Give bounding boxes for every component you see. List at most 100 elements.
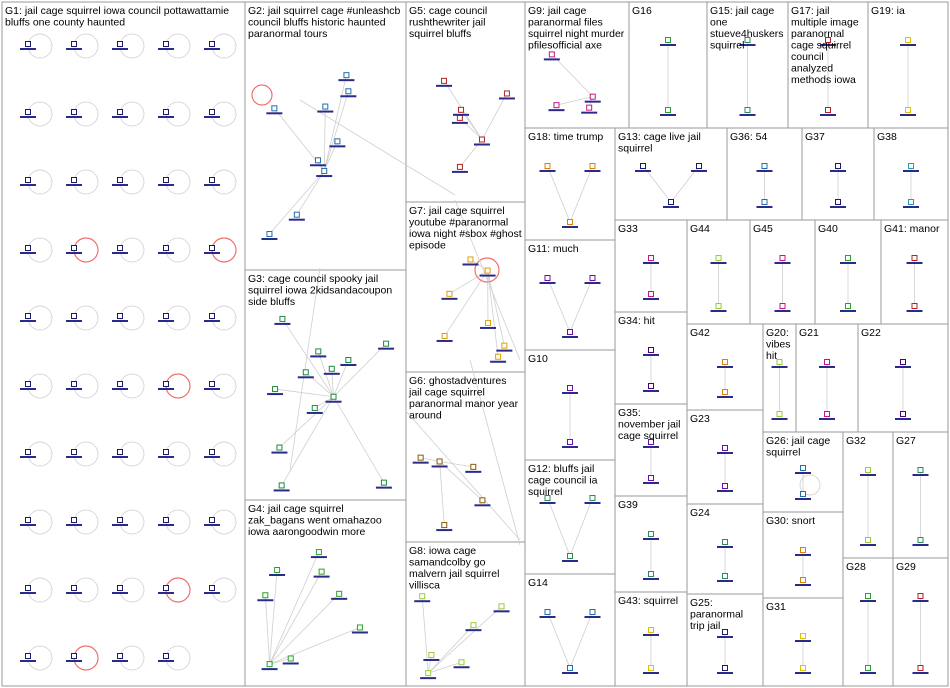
node-label-g32-1 bbox=[860, 544, 876, 546]
node-g5-5 bbox=[441, 77, 448, 84]
edge bbox=[279, 396, 334, 448]
node-g1-22 bbox=[117, 313, 123, 319]
node-label-g1-25 bbox=[20, 388, 36, 390]
node-g9-3 bbox=[548, 51, 555, 58]
edge bbox=[269, 571, 322, 665]
node-g4-5 bbox=[274, 566, 281, 573]
node-label-g2-6 bbox=[338, 79, 355, 82]
edge bbox=[314, 396, 334, 409]
node-label-g12-0 bbox=[539, 502, 556, 504]
node-label-g25-0 bbox=[717, 636, 733, 638]
node-label-g29-1 bbox=[912, 672, 929, 674]
self-loop-edge bbox=[27, 373, 53, 399]
node-label-g2-3 bbox=[261, 238, 278, 241]
group-labels: G1: jail cage squirrel iowa council pott… bbox=[5, 5, 940, 632]
node-g1-31 bbox=[71, 449, 77, 455]
node-label-g1-4 bbox=[204, 48, 220, 50]
node-label-g13-0 bbox=[635, 170, 651, 172]
node-label-g40-0 bbox=[840, 262, 856, 264]
group-frame-g18 bbox=[524, 127, 616, 241]
self-loop-edge bbox=[119, 441, 145, 467]
self-loop-edge bbox=[165, 237, 191, 263]
self-loop-edge bbox=[119, 373, 145, 399]
node-g1-48 bbox=[163, 653, 169, 659]
node-label-g3-11 bbox=[297, 376, 314, 379]
node-g5-2 bbox=[456, 114, 463, 121]
self-loop-edge bbox=[211, 33, 237, 59]
edge bbox=[333, 396, 385, 483]
node-label-g1-45 bbox=[20, 660, 36, 662]
node-label-g2-8 bbox=[340, 95, 357, 98]
node-g22-1 bbox=[900, 411, 906, 417]
node-label-g7-2 bbox=[490, 360, 507, 363]
node-label-g14-0 bbox=[539, 616, 556, 618]
node-g32-0 bbox=[865, 467, 871, 473]
node-label-g6-0 bbox=[431, 465, 448, 468]
node-g42-0 bbox=[722, 359, 728, 365]
node-g1-7 bbox=[117, 109, 123, 115]
self-loop-edge bbox=[119, 577, 145, 603]
node-label-g1-44 bbox=[204, 592, 220, 594]
node-label-g1-26 bbox=[66, 388, 82, 390]
group-label-g33: G33 bbox=[618, 223, 638, 235]
node-label-g1-20 bbox=[20, 320, 36, 322]
node-g7-5 bbox=[467, 256, 474, 263]
node-g33-1 bbox=[648, 291, 654, 297]
node-label-g5-4 bbox=[453, 113, 470, 116]
node-label-g26-1 bbox=[795, 498, 811, 500]
node-label-g11-2 bbox=[562, 336, 578, 338]
node-label-g40-1 bbox=[840, 310, 856, 312]
node-g11-0 bbox=[544, 275, 551, 281]
node-g41-0 bbox=[911, 255, 918, 261]
node-g4-0 bbox=[266, 661, 273, 668]
node-label-g1-39 bbox=[204, 524, 220, 526]
edge bbox=[275, 388, 334, 398]
node-g1-43 bbox=[163, 585, 169, 591]
node-label-g37-0 bbox=[830, 170, 846, 172]
node-label-g1-37 bbox=[112, 524, 128, 526]
node-label-g1-36 bbox=[66, 524, 82, 526]
group-label-g42: G42 bbox=[690, 327, 710, 339]
node-g1-35 bbox=[25, 517, 31, 523]
group-label-g39: G39 bbox=[618, 499, 638, 511]
node-label-g12-1 bbox=[584, 502, 601, 504]
node-g35-0 bbox=[648, 439, 654, 445]
node-g1-14 bbox=[209, 177, 215, 183]
self-loop-edge bbox=[73, 645, 99, 671]
node-g1-45 bbox=[25, 653, 31, 659]
node-label-g1-13 bbox=[158, 184, 174, 186]
node-g13-0 bbox=[640, 163, 646, 169]
node-label-g5-5 bbox=[436, 84, 453, 87]
edge bbox=[427, 606, 502, 674]
edge bbox=[428, 661, 462, 674]
self-loop-edge bbox=[211, 441, 237, 467]
node-label-g24-0 bbox=[717, 546, 733, 548]
node-g3-2 bbox=[380, 479, 387, 486]
self-loop-edge bbox=[211, 237, 237, 263]
node-label-g2-7 bbox=[317, 110, 334, 113]
node-g40-0 bbox=[845, 255, 851, 261]
edge bbox=[569, 611, 593, 669]
node-g1-44 bbox=[209, 585, 215, 591]
node-label-g6-2 bbox=[436, 529, 453, 532]
self-loop-edge bbox=[119, 33, 145, 59]
node-label-g8-3 bbox=[423, 658, 440, 661]
node-g35-1 bbox=[648, 475, 654, 481]
node-label-g7-6 bbox=[441, 297, 458, 300]
node-label-g3-8 bbox=[310, 355, 327, 358]
group-label-g10: G10 bbox=[528, 353, 548, 365]
edge bbox=[551, 54, 594, 97]
node-g13-1 bbox=[696, 163, 702, 169]
node-g3-0 bbox=[330, 393, 337, 400]
node-g13-2 bbox=[668, 199, 674, 205]
node-g1-2 bbox=[117, 41, 123, 47]
group-label-g12: G12: bluffs jail cage council ia squirrel bbox=[528, 463, 598, 498]
node-g2-2 bbox=[314, 157, 321, 164]
node-label-g1-11 bbox=[66, 184, 82, 186]
edge bbox=[299, 99, 456, 196]
node-label-g1-41 bbox=[66, 592, 82, 594]
self-loop-edge bbox=[165, 305, 191, 331]
group-label-g41: G41: manor bbox=[884, 223, 940, 235]
node-label-g10-1 bbox=[562, 446, 578, 448]
node-g8-2 bbox=[470, 622, 477, 629]
